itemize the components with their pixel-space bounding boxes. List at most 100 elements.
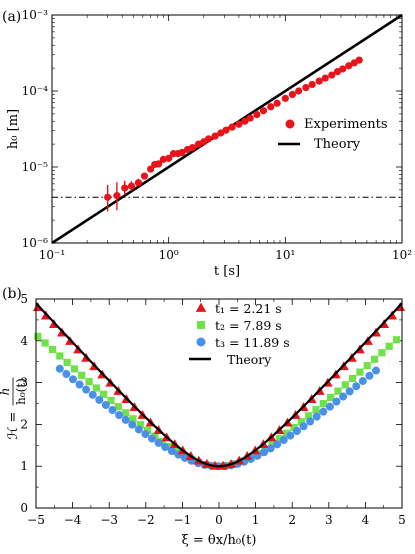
series-t2-point: [334, 387, 342, 395]
panel-a-y-axis-label: h₀ [m]: [6, 109, 21, 149]
series-t2-point: [48, 345, 57, 354]
series-t2-point: [268, 440, 276, 448]
experiment-point: [140, 172, 149, 180]
series-t3-point: [306, 417, 315, 426]
panel-a-legend: Experiments Theory: [278, 117, 388, 152]
series-t2-point: [341, 381, 349, 389]
experiment-point: [222, 126, 230, 134]
panel-b-label: (b): [2, 286, 22, 302]
experiment-point: [273, 99, 281, 107]
series-t3-point: [358, 377, 367, 386]
x-tick-label: 1: [252, 513, 260, 527]
series-t2-point: [290, 424, 298, 432]
experiment-point: [288, 90, 297, 99]
series-t3-point: [148, 434, 157, 443]
experiment-point: [104, 193, 112, 201]
experiment-point: [178, 148, 186, 157]
x-tick-label: 4: [362, 513, 370, 527]
legend-t3-marker: [196, 337, 206, 347]
legend-label: t₂ = 7.89 s: [215, 318, 282, 333]
series-t2-point: [385, 342, 393, 350]
series-t2-point: [100, 390, 108, 398]
series-t2-point: [41, 339, 49, 347]
y-tick-label: 4: [20, 334, 28, 348]
theory-curve: [35, 302, 403, 468]
panel-a-axes-frame: [51, 14, 403, 244]
series-t3-point: [101, 400, 110, 409]
series-t2-point: [107, 396, 115, 405]
x-tick-label: 10¹: [275, 248, 295, 262]
series-t2-point: [297, 418, 305, 426]
experiment-point: [355, 56, 363, 64]
experiment-point: [211, 132, 219, 140]
experiment-point: [339, 65, 347, 73]
series-t2-point: [312, 406, 320, 414]
panel-b-legend: t₁ = 2.21 s t₂ = 7.89 s t₃ = 11.89 s Theory: [189, 301, 290, 367]
experiment-point: [267, 103, 275, 111]
series-t2-point: [114, 403, 122, 411]
legend-experiments-label: Experiments: [304, 117, 388, 132]
series-t3-point: [75, 380, 84, 389]
x-tick-label: −4: [64, 513, 82, 527]
y-tick-label: 10⁻⁵: [22, 160, 49, 174]
series-t3-point: [154, 438, 163, 447]
legend-label: t₃ = 11.89 s: [215, 335, 290, 350]
experiment-point: [188, 143, 197, 152]
experiment-point: [281, 94, 289, 102]
series-t3-point: [260, 448, 269, 457]
series-t2-point: [136, 421, 144, 429]
series-t3-point: [68, 375, 77, 384]
experiment-point: [259, 107, 268, 115]
experiment-point: [121, 184, 129, 192]
x-tick-label: −3: [100, 513, 118, 527]
series-t3-point: [128, 420, 137, 429]
series-t2-point: [305, 412, 313, 420]
experiment-point: [127, 182, 136, 190]
series-t3-point: [62, 370, 71, 379]
legend-label: Theory: [227, 352, 272, 367]
legend-theory-label: Theory: [314, 137, 361, 152]
series-t2-point: [392, 336, 401, 344]
x-tick-label: 3: [325, 513, 333, 527]
series-t2-point: [283, 429, 291, 437]
panel-b-axes-frame: [35, 298, 403, 509]
y-axis-label-numerator: h: [0, 388, 12, 396]
x-tick-label: −5: [27, 513, 45, 527]
series-t3-point: [312, 412, 321, 421]
legend-label: t₁ = 2.21 s: [215, 301, 282, 316]
series-t2-point: [356, 368, 364, 376]
series-t2-point: [319, 400, 327, 408]
series-t2-point: [144, 426, 152, 435]
series-t3-point: [273, 440, 282, 449]
experiment-point: [155, 160, 163, 168]
legend-t1-marker: [195, 302, 207, 312]
series-t3-point: [319, 407, 328, 416]
series-t3-point: [352, 382, 361, 391]
experiment-point: [146, 165, 155, 173]
series-t3-point: [180, 453, 189, 462]
x-tick-label: 2: [288, 513, 296, 527]
experiment-point: [308, 80, 316, 89]
y-tick-label: 5: [20, 292, 28, 306]
series-t3-point: [141, 430, 150, 439]
experiment-point: [246, 114, 254, 122]
experiment-point: [321, 74, 329, 82]
series-t3-point: [161, 443, 170, 452]
panel-a-label: (a): [2, 9, 21, 25]
series-t3-point: [121, 415, 130, 424]
series-t3-point: [365, 371, 374, 380]
y-tick-label: 0: [20, 501, 28, 515]
series-t3-point: [286, 431, 295, 440]
series-t2-point: [85, 378, 93, 386]
experiment-point: [241, 117, 249, 125]
series-t3-point: [372, 366, 381, 375]
series-t3-point: [325, 402, 334, 411]
experiment-point: [253, 110, 261, 119]
experiment-point: [205, 135, 213, 143]
series-t2-point: [63, 358, 71, 367]
y-tick-label: 3: [20, 376, 28, 390]
y-axis-label-denominator: h₀(t): [14, 378, 28, 405]
series-t3-point: [345, 387, 354, 396]
series-t2-point: [363, 362, 371, 370]
